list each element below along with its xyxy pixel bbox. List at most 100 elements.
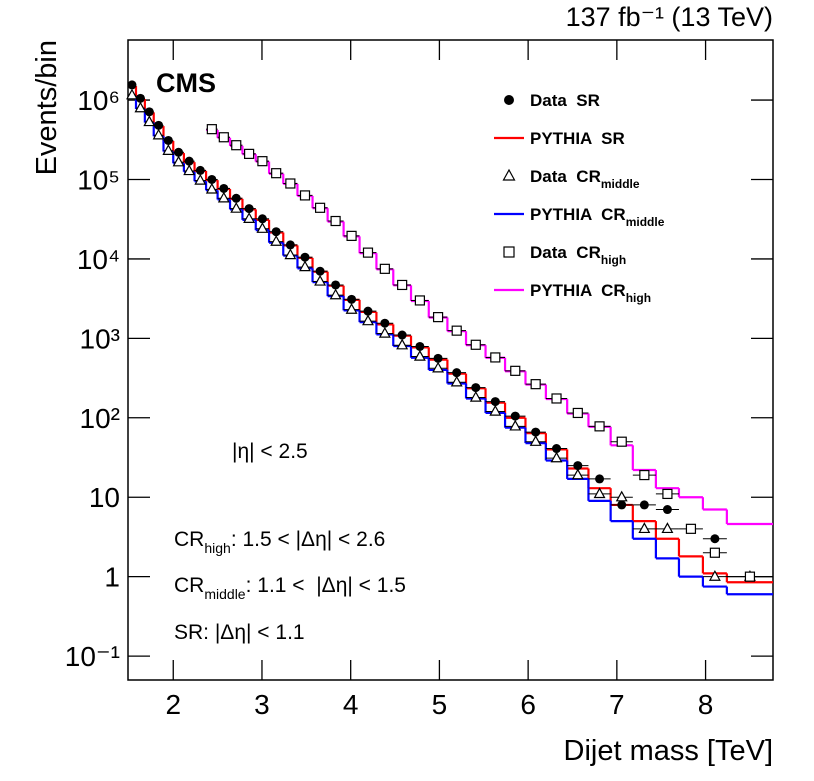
data-point xyxy=(362,314,374,326)
data-point xyxy=(300,252,310,262)
data-point xyxy=(231,140,242,151)
data-point xyxy=(218,132,229,143)
legend-subscript: middle xyxy=(626,215,665,229)
data-point xyxy=(330,215,341,227)
data-point xyxy=(362,247,374,258)
data-point xyxy=(299,190,311,201)
data-point xyxy=(708,570,721,581)
data-point xyxy=(134,101,147,113)
chart-title: 137 fb⁻¹ (13 TeV) xyxy=(566,2,773,32)
data-point xyxy=(595,474,605,484)
data-point xyxy=(315,266,325,276)
data-point xyxy=(256,222,269,233)
data-point xyxy=(144,107,154,117)
x-tick-label: 5 xyxy=(432,689,448,720)
experiment-label: CMS xyxy=(156,68,216,98)
data-point xyxy=(183,164,196,176)
x-axis-title: Dijet mass [TeV] xyxy=(564,735,774,767)
data-point xyxy=(231,193,241,203)
data-point xyxy=(638,522,651,534)
data-point xyxy=(615,490,628,502)
annotation: SR: |Δη| < 1.1 xyxy=(174,621,305,644)
y-tick-label: 10 xyxy=(89,482,120,513)
legend-subscript: high xyxy=(601,253,626,267)
data-point xyxy=(616,436,627,447)
data-point xyxy=(244,148,255,159)
data-point xyxy=(207,174,217,184)
data-point xyxy=(552,444,562,454)
data-point xyxy=(594,421,605,432)
data-point xyxy=(331,280,341,290)
annotation: CRmiddle: 1.1 < |Δη| < 1.5 xyxy=(174,574,406,602)
legend-label: PYTHIA CRhigh xyxy=(530,281,651,305)
data-point xyxy=(639,469,650,481)
data-point xyxy=(510,411,520,421)
data-point xyxy=(432,312,444,323)
data-point xyxy=(551,393,562,404)
data-point xyxy=(285,240,295,250)
legend-subscript: high xyxy=(626,291,651,305)
data-point xyxy=(432,361,445,373)
data-point xyxy=(710,534,720,544)
legend-label: Data SR xyxy=(530,91,600,110)
data-point xyxy=(219,183,229,193)
data-point xyxy=(450,375,463,387)
legend-label: Data CRmiddle xyxy=(530,167,640,191)
data-point xyxy=(162,144,175,155)
data-point xyxy=(284,248,297,260)
legend-name: PYTHIA CR xyxy=(530,281,626,300)
x-tick-label: 3 xyxy=(254,689,270,720)
data-point xyxy=(174,147,184,157)
y-tick-label: 1 xyxy=(104,562,120,593)
data-point xyxy=(206,124,217,135)
y-tick-label: 10⁵ xyxy=(77,164,120,195)
data-point xyxy=(152,128,165,140)
legend-marker xyxy=(503,246,515,258)
data-point xyxy=(509,419,522,431)
y-tick-label: 10⁶ xyxy=(77,85,120,116)
annotation-text: : 1.5 < |Δη| < 2.6 xyxy=(231,528,386,551)
legend-name: PYTHIA CR xyxy=(530,205,626,224)
data-point xyxy=(127,80,137,90)
data-point xyxy=(345,302,358,314)
x-tick-label: 4 xyxy=(343,689,359,720)
data-point xyxy=(163,135,173,145)
data-point xyxy=(452,368,462,378)
data-point xyxy=(572,407,583,419)
data-point xyxy=(550,451,563,463)
data-point xyxy=(184,156,194,166)
data-point xyxy=(662,505,672,515)
data-point xyxy=(243,212,256,223)
data-point xyxy=(363,306,373,316)
data-point xyxy=(685,523,697,534)
data-point xyxy=(593,487,606,499)
data-point xyxy=(257,156,268,167)
y-axis-title: Events/bin xyxy=(31,40,63,175)
legend-label: Data CRhigh xyxy=(530,243,626,267)
data-point xyxy=(397,279,408,291)
data-point xyxy=(469,390,482,402)
data-point xyxy=(415,341,425,351)
data-point xyxy=(143,115,156,127)
data-point xyxy=(257,214,267,224)
legend-label: PYTHIA SR xyxy=(530,129,625,148)
data-point xyxy=(617,500,627,510)
data-point xyxy=(530,379,541,390)
data-point xyxy=(195,165,205,175)
data-point xyxy=(346,230,357,241)
data-point xyxy=(378,326,391,338)
data-point xyxy=(271,168,282,179)
data-point xyxy=(270,234,283,246)
legend-name: PYTHIA SR xyxy=(530,129,625,148)
data-point xyxy=(571,468,584,480)
y-tick-label: 10³ xyxy=(80,323,120,354)
data-point xyxy=(662,488,673,500)
x-tick-label: 8 xyxy=(698,689,714,720)
annotation: CRhigh: 1.5 < |Δη| < 2.6 xyxy=(174,528,385,556)
annotation-subscript: high xyxy=(204,540,230,556)
x-tick-label: 7 xyxy=(609,689,625,720)
data-point xyxy=(573,461,583,471)
data-point xyxy=(217,191,230,203)
y-tick-label: 10⁻¹ xyxy=(65,641,120,672)
